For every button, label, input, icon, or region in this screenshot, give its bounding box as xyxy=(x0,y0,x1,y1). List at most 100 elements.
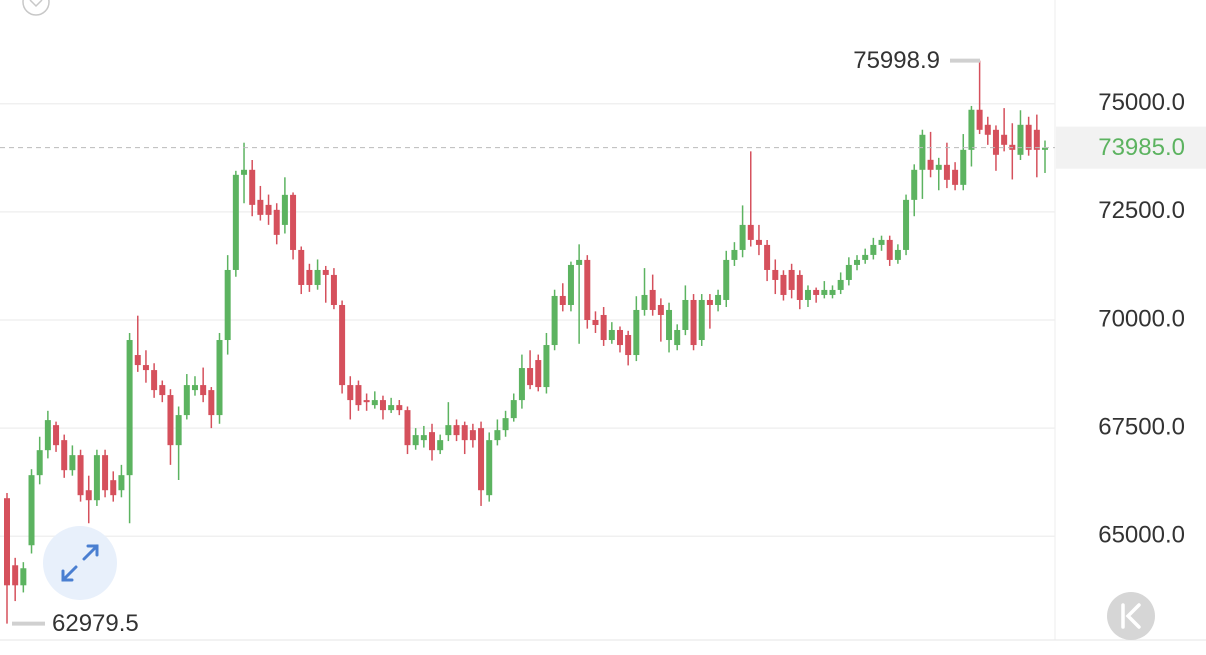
candle-body xyxy=(960,149,967,185)
candle-body xyxy=(518,368,525,401)
collapse-button[interactable] xyxy=(22,0,50,16)
candle-body xyxy=(976,109,983,130)
y-tick-label: 75000.0 xyxy=(1098,89,1185,116)
candle-body xyxy=(290,194,297,250)
candle-body xyxy=(804,289,811,300)
candle-body xyxy=(657,304,664,315)
candle-body xyxy=(837,279,844,290)
candle-body xyxy=(224,269,231,341)
candle-body xyxy=(829,289,836,295)
candle-body xyxy=(600,314,607,341)
candle-body xyxy=(845,264,852,280)
candle-body xyxy=(862,254,869,260)
candle-body xyxy=(118,475,125,491)
candle-body xyxy=(878,239,885,245)
candle-body xyxy=(379,400,386,411)
candle-body xyxy=(764,244,771,270)
candle-body xyxy=(698,299,705,341)
last-price-box xyxy=(1056,126,1206,169)
candle-body xyxy=(20,568,27,586)
candle-body xyxy=(706,299,713,305)
candle-body xyxy=(330,274,337,305)
candle-body xyxy=(412,435,419,446)
collapse-icon xyxy=(29,0,43,8)
candle-body xyxy=(535,360,542,388)
candle-body xyxy=(241,169,248,175)
candle-body xyxy=(911,169,918,200)
candle-body xyxy=(102,455,109,491)
candle-body xyxy=(175,415,182,446)
candle-body xyxy=(788,269,795,290)
candle-body xyxy=(796,274,803,300)
candle-body xyxy=(85,490,92,501)
candle-body xyxy=(984,124,991,135)
candle-body xyxy=(903,199,910,250)
candle-body xyxy=(28,475,35,546)
candle-body xyxy=(4,498,10,586)
candle-body xyxy=(1033,129,1040,150)
candle-body xyxy=(281,194,288,225)
candle-body xyxy=(494,430,501,441)
candle-body xyxy=(159,385,166,396)
candle-body xyxy=(363,400,370,403)
candle-body xyxy=(502,418,509,431)
back-button[interactable] xyxy=(1107,592,1155,640)
candle-body xyxy=(93,455,100,501)
y-tick-label: 70000.0 xyxy=(1098,305,1185,332)
candle-body xyxy=(935,164,942,170)
candle-body xyxy=(142,365,149,371)
candle-body xyxy=(780,274,787,295)
candle-body xyxy=(1017,124,1024,155)
y-tick-label: 72500.0 xyxy=(1098,197,1185,224)
plot: 65000.0 67500.0 70000.0 72500.0 75000.0 73985… xyxy=(0,47,1206,637)
candle-body xyxy=(273,209,280,235)
candle-body xyxy=(322,269,329,275)
candle-body xyxy=(584,259,591,320)
candle-body xyxy=(404,410,411,446)
candle-body xyxy=(755,239,762,245)
candle-body xyxy=(61,440,68,471)
candle-body xyxy=(551,295,558,346)
candle-body xyxy=(952,169,959,185)
candle-body xyxy=(559,295,566,305)
candle-body xyxy=(298,249,305,285)
candle-body xyxy=(510,400,517,419)
expand-button[interactable] xyxy=(43,526,117,600)
candle-body xyxy=(747,224,754,240)
candle-body xyxy=(469,430,476,441)
candle-body xyxy=(314,269,321,285)
candle-body xyxy=(437,440,444,451)
candle-body xyxy=(1025,124,1032,150)
candle-body xyxy=(216,340,223,416)
candle-body xyxy=(265,204,272,215)
expand-button-bg xyxy=(43,526,117,600)
candle-body xyxy=(854,259,861,265)
candle-body xyxy=(339,304,346,386)
candle-body xyxy=(445,425,452,436)
candle-body xyxy=(453,425,460,436)
candle-body xyxy=(420,435,427,441)
back-button-bg xyxy=(1107,592,1155,640)
candle-body xyxy=(478,428,485,491)
high-annotation: 75998.9 xyxy=(853,47,940,74)
candle-body xyxy=(723,259,730,300)
candle-body xyxy=(200,385,207,396)
candle-body xyxy=(134,355,141,366)
candle-body xyxy=(151,370,158,391)
candle-body xyxy=(486,440,493,496)
expand-icon xyxy=(61,544,99,582)
candle-body xyxy=(567,264,574,305)
candle-body xyxy=(870,244,877,255)
candle-body xyxy=(608,329,615,341)
candle-body xyxy=(576,259,583,265)
candle-body xyxy=(249,169,256,205)
candle-body xyxy=(208,390,215,416)
candle-body xyxy=(257,199,264,215)
last-price-label: 73985.0 xyxy=(1098,134,1185,161)
candle-body xyxy=(232,174,239,270)
candle-body xyxy=(992,129,999,155)
candle-body xyxy=(36,450,43,476)
candle-body xyxy=(633,309,640,356)
candle-body xyxy=(927,159,934,170)
